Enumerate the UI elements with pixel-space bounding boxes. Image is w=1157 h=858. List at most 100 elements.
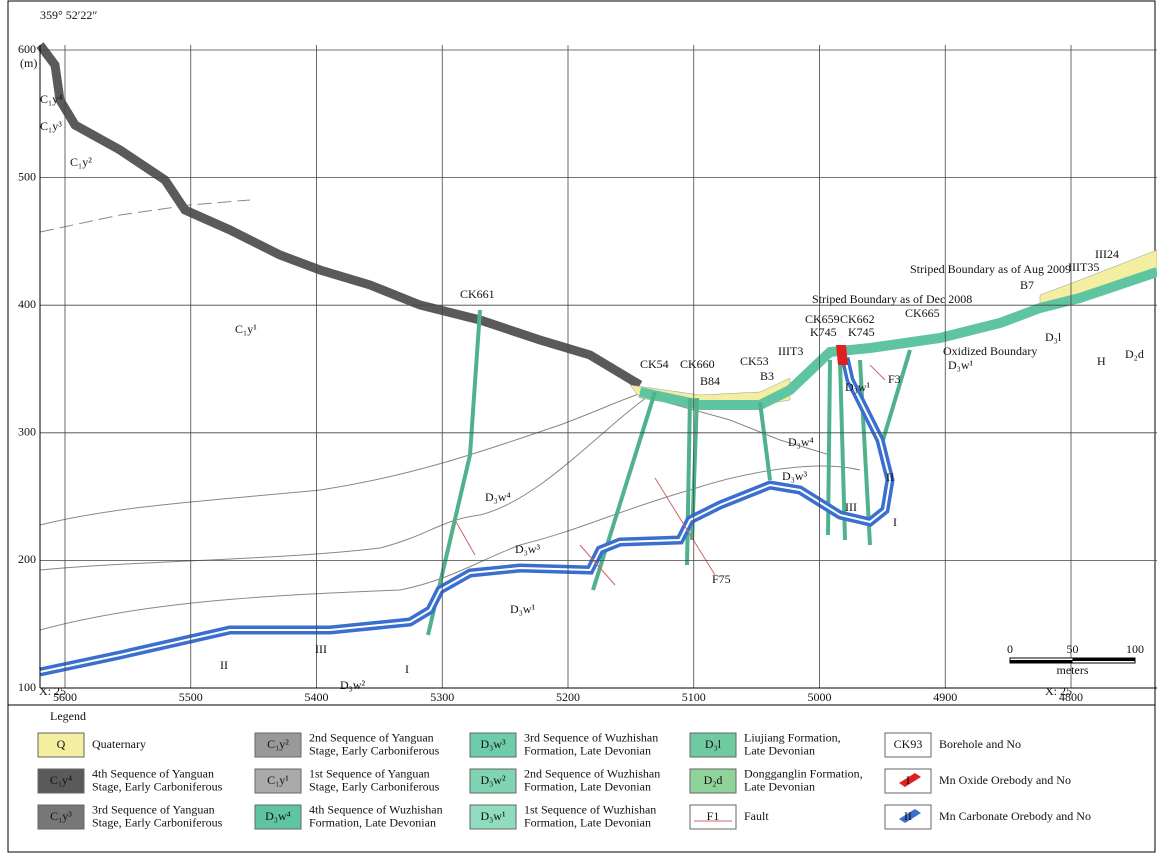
legend-swatch — [884, 732, 932, 758]
y-tick-label: 400 — [18, 297, 36, 311]
legend-text: Formation, Late Devonian — [524, 743, 651, 757]
section-label: CK53 — [740, 354, 769, 368]
legend-text: 1st Sequence of Yanguan — [309, 766, 430, 780]
legend-swatch — [469, 732, 517, 758]
legend-text: Fault — [744, 809, 769, 823]
legend-title: Legend — [50, 709, 86, 723]
legend-swatch — [689, 768, 737, 794]
legend-symbol: II — [904, 809, 912, 823]
section-label: CK659 — [805, 312, 840, 326]
scale-segment — [1072, 658, 1135, 661]
section-label: C₁y³ — [40, 119, 62, 133]
legend-text: Mn Carbonate Orebody and No — [939, 809, 1091, 823]
legend-text: Stage, Early Carboniferous — [92, 815, 223, 829]
legend-text: 1st Sequence of Wuzhishan — [524, 802, 656, 816]
legend-swatch — [254, 804, 302, 830]
section-label: D₃w² — [340, 678, 366, 692]
x-prefix: X: 25 — [1045, 684, 1072, 698]
section-label: D₃l — [1045, 330, 1062, 344]
legend-symbol: C₁y⁴ — [50, 773, 72, 787]
y-tick-label: 500 — [18, 169, 36, 183]
legend-symbol: F1 — [707, 809, 720, 823]
y-tick-label: 300 — [18, 425, 36, 439]
section-label: CK54 — [640, 357, 669, 371]
section-label: D₃w¹ — [845, 380, 871, 394]
scale-bar: 0 50 100 meters — [1007, 642, 1144, 677]
legend-swatch — [254, 768, 302, 794]
section-label: D₃w³ — [782, 469, 808, 483]
legend-text: Stage, Early Carboniferous — [92, 779, 223, 793]
x-tick-label: 5300 — [430, 690, 454, 704]
legend-swatch — [689, 732, 737, 758]
scale-tick-label: 50 — [1067, 642, 1079, 656]
section-label: D₃w¹ — [948, 358, 974, 372]
scale-segment — [1010, 660, 1073, 663]
contacts — [39, 199, 861, 631]
section-label: I — [405, 662, 409, 676]
section-label: III — [315, 642, 327, 656]
legend-swatch — [689, 804, 737, 830]
section-label: II — [220, 658, 228, 672]
legend-symbol: C₁y² — [267, 737, 289, 751]
labels: C₁y⁴C₁y³C₁y²C₁y¹CK661D₃w⁴D₃w³D₃w¹IIIIID₃… — [40, 92, 1144, 692]
legend-swatch — [37, 732, 85, 758]
y-tick-label: 100 — [18, 680, 36, 694]
section-label: B84 — [700, 374, 720, 388]
section-label: D₃w⁴ — [485, 490, 511, 504]
legend-text: Stage, Early Carboniferous — [309, 743, 440, 757]
legend-text: Liujiang Formation, — [744, 730, 841, 744]
section-label: C₁y² — [70, 155, 92, 169]
section-label: III24 — [1095, 247, 1119, 261]
legend-text: Formation, Late Devonian — [524, 779, 651, 793]
legend: Legend Q Quaternary C₁y⁴ 4th Sequence of Yan… — [37, 709, 1091, 830]
legend-swatch — [254, 732, 302, 758]
legend-text: 2nd Sequence of Yanguan — [309, 730, 434, 744]
section-label: CK661 — [460, 287, 495, 301]
coordinate: 359° 52′22″ — [40, 8, 97, 22]
frame — [7, 0, 1156, 853]
orebody-core — [39, 357, 892, 673]
legend-symbol: I — [906, 773, 910, 787]
section-label: Striped Boundary as of Aug 2009 — [910, 262, 1071, 276]
section-label: B7 — [1020, 278, 1034, 292]
legend-swatch — [469, 804, 517, 830]
legend-text: Late Devonian — [744, 779, 815, 793]
section-label: C₁y⁴ — [40, 92, 62, 106]
section-label: D₂d — [1125, 347, 1144, 361]
section-label: Striped Boundary as of Dec 2008 — [812, 292, 972, 306]
legend-text: Late Devonian — [744, 743, 815, 757]
grid — [40, 45, 1157, 689]
x-tick-label: 5500 — [179, 690, 203, 704]
x-tick-label: 5000 — [808, 690, 832, 704]
legend-text: Stage, Early Carboniferous — [309, 779, 440, 793]
y-tick-label: 200 — [18, 552, 36, 566]
scale-tick-label: 100 — [1126, 642, 1144, 656]
x-tick-label: 5100 — [682, 690, 706, 704]
legend-symbol: D₃w⁴ — [265, 809, 291, 823]
section-label: H — [1097, 354, 1106, 368]
legend-text: Quaternary — [92, 737, 146, 751]
legend-text: 3rd Sequence of Yanguan — [92, 802, 215, 816]
section-label: D₃w⁴ — [788, 435, 814, 449]
legend-swatch — [37, 768, 85, 794]
section-label: D₃w¹ — [510, 602, 536, 616]
yanguan-surface — [36, 42, 643, 389]
section-label: CK660 — [680, 357, 715, 371]
legend-text: Dongganglin Formation, — [744, 766, 863, 780]
section-label: K745 — [848, 325, 875, 339]
legend-swatch — [469, 768, 517, 794]
legend-text: Mn Oxide Orebody and No — [939, 773, 1071, 787]
section-label: I — [893, 515, 897, 529]
unit-label: (m) — [20, 56, 37, 70]
scale-unit: meters — [1057, 663, 1089, 677]
section-label: Oxidized Boundary — [943, 344, 1037, 358]
legend-text: Formation, Late Devonian — [524, 815, 651, 829]
x-tick-label: 4900 — [933, 690, 957, 704]
section-label: C₁y¹ — [235, 322, 257, 336]
legend-text: 3rd Sequence of Wuzhishan — [524, 730, 658, 744]
section-label: IIIT3 — [778, 344, 803, 358]
y-tick-label: 600 — [18, 42, 36, 56]
x-tick-label: 4800 — [1059, 690, 1083, 704]
section-label: CK665 — [905, 306, 940, 320]
